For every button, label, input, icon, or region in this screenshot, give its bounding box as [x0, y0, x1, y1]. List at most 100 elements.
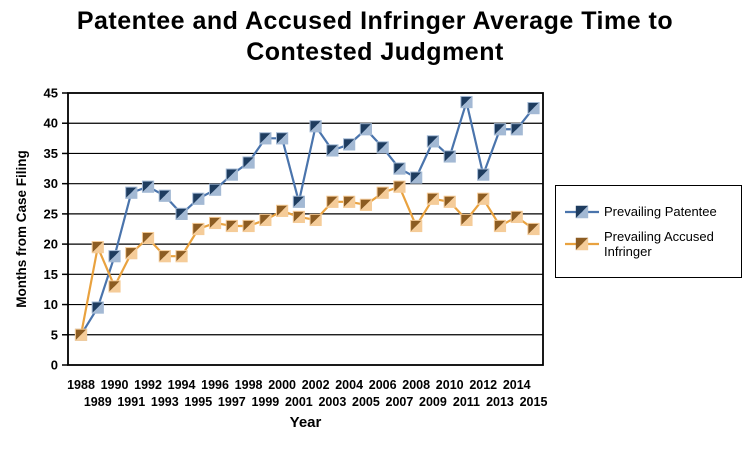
marker-outline: [108, 280, 121, 293]
marker-outline: [292, 210, 305, 224]
x-tick-label: 2014: [503, 378, 531, 392]
marker-light-half: [293, 211, 305, 223]
marker-dark-half: [108, 250, 121, 262]
x-tick-label: 1999: [251, 395, 279, 409]
marker-outline: [343, 138, 356, 151]
x-tick-label: 2002: [302, 378, 330, 392]
x-tick-label: 1994: [168, 378, 196, 392]
data-point-marker: [493, 219, 507, 233]
marker-dark-half: [494, 123, 506, 135]
marker-outline: [410, 171, 423, 184]
legend-label: Prevailing Patentee: [604, 204, 717, 219]
y-tick-label: 45: [44, 86, 58, 101]
marker-light-half: [511, 123, 523, 135]
x-tick-label: 2008: [402, 378, 430, 392]
marker-dark-half: [511, 123, 523, 135]
marker-dark-half: [511, 211, 523, 223]
x-tick-label: 2013: [486, 395, 514, 409]
marker-dark-half: [377, 187, 389, 199]
data-point-marker: [141, 231, 155, 245]
marker-dark-half: [460, 214, 473, 226]
marker-outline: [158, 189, 171, 202]
marker-outline: [141, 231, 155, 245]
marker-light-half: [393, 162, 406, 175]
marker-outline: [91, 301, 104, 314]
marker-light-half: [108, 280, 121, 293]
data-point-marker: [426, 192, 440, 205]
marker-outline: [242, 219, 255, 233]
data-point-marker: [225, 168, 238, 181]
marker-light-half: [326, 144, 338, 157]
marker-light-half: [393, 181, 406, 193]
x-tick-label: 1997: [218, 395, 246, 409]
marker-dark-half: [92, 301, 104, 314]
data-point-marker: [410, 171, 423, 184]
marker-outline: [108, 250, 121, 263]
marker-light-half: [444, 196, 456, 208]
data-point-marker: [292, 195, 305, 208]
marker-outline: [359, 123, 373, 136]
data-point-marker: [477, 192, 490, 205]
data-point-marker: [175, 207, 188, 220]
data-point-marker: [141, 180, 155, 193]
marker-light-half: [242, 220, 255, 232]
marker-outline: [426, 192, 440, 205]
marker-light-half: [477, 193, 489, 205]
accused-infringer-series-marker-icon: [565, 236, 599, 252]
marker-outline: [259, 132, 272, 145]
marker-outline: [74, 328, 88, 341]
marker-outline: [460, 95, 473, 109]
marker-light-half: [142, 232, 154, 244]
marker-outline: [141, 180, 155, 193]
marker-dark-half: [393, 162, 406, 175]
marker-light-half: [92, 301, 104, 314]
marker-dark-half: [477, 169, 489, 181]
marker-outline: [493, 219, 507, 233]
data-point-marker: [259, 132, 272, 145]
marker-light-half: [494, 123, 506, 135]
y-tick-label: 0: [51, 358, 58, 373]
marker-dark-half: [310, 120, 322, 132]
marker-light-half: [226, 220, 238, 232]
data-point-marker: [460, 95, 473, 109]
marker-outline: [510, 123, 523, 136]
marker-outline: [309, 120, 322, 133]
marker-light-half: [108, 250, 121, 262]
marker-outline: [326, 195, 339, 208]
data-point-marker: [426, 135, 440, 148]
marker-outline: [477, 192, 490, 205]
data-point-marker: [393, 162, 406, 175]
marker-dark-half: [427, 193, 439, 205]
marker-light-half: [460, 96, 473, 108]
marker-light-half: [360, 199, 372, 211]
x-tick-label: 2004: [335, 378, 363, 392]
data-point-marker: [443, 150, 456, 163]
marker-light-half: [92, 241, 104, 253]
marker-light-half: [293, 196, 305, 208]
marker-outline: [443, 195, 456, 208]
marker-outline: [192, 222, 205, 236]
marker-dark-half: [259, 132, 271, 144]
marker-light-half: [310, 120, 322, 132]
marker-light-half: [527, 102, 540, 114]
marker-light-half: [494, 220, 506, 232]
marker-outline: [175, 250, 188, 263]
legend-item-prevailing-accused-infringer: Prevailing Accused Infringer: [565, 229, 737, 260]
x-tick-label: 2006: [369, 378, 397, 392]
marker-outline: [292, 195, 305, 208]
marker-light-half: [192, 193, 204, 205]
x-tick-label: 2009: [419, 395, 447, 409]
marker-light-half: [527, 223, 540, 235]
marker-light-half: [410, 220, 422, 232]
y-tick-label: 40: [44, 116, 58, 131]
series-line-prevailing-patentee: [80, 100, 535, 336]
data-point-marker: [510, 123, 523, 136]
marker-dark-half: [444, 150, 456, 163]
x-tick-label: 1991: [117, 395, 145, 409]
marker-dark-half: [410, 220, 422, 232]
x-tick-label: 2012: [469, 378, 497, 392]
x-tick-label: 2005: [352, 395, 380, 409]
data-point-marker: [292, 210, 305, 224]
legend-item-prevailing-patentee: Prevailing Patentee: [565, 204, 737, 220]
legend-swatch-svg: [565, 237, 599, 251]
